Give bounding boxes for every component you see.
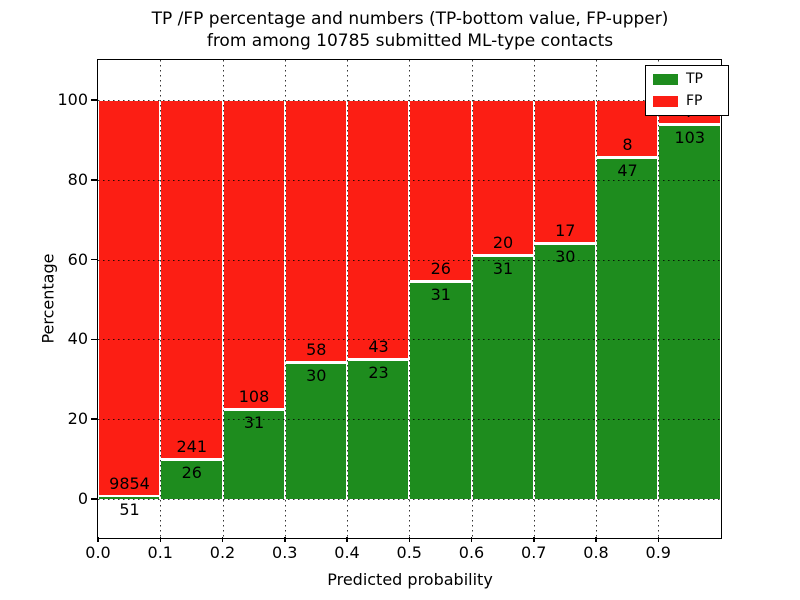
x-tick-label: 0.3 (272, 543, 298, 562)
y-tick-mark (91, 418, 97, 420)
x-tick-mark (470, 537, 473, 542)
y-tick-label: 100 (57, 90, 88, 109)
y-tick-label: 40 (67, 329, 88, 349)
bar-segment-tp (284, 362, 347, 499)
x-tick-label: 0.9 (645, 543, 671, 562)
y-tick-label: 0 (77, 489, 88, 508)
y-tick-label: 60 (67, 249, 88, 269)
tp-count-label: 31 (243, 413, 265, 432)
tp-color-swatch (653, 74, 678, 85)
x-tick-mark (657, 537, 659, 542)
v-gridline (284, 60, 286, 537)
x-tick-mark (97, 537, 99, 542)
tp-count-label: 103 (674, 128, 706, 148)
bar-segment-tp (596, 158, 659, 499)
fp-count-label: 8 (622, 135, 633, 155)
x-axis-label: Predicted probability (327, 570, 493, 589)
bar-segment-fp (533, 100, 596, 244)
x-tick-label: 0.4 (334, 543, 360, 562)
bar-segment-fp (284, 100, 347, 362)
x-tick-label: 0.0 (85, 543, 111, 562)
legend: TP FP (645, 65, 729, 116)
bar-segment-fp (471, 100, 534, 256)
tp-count-label: 30 (555, 247, 576, 267)
y-tick-mark (91, 498, 97, 500)
v-gridline (409, 60, 411, 537)
x-tick-mark (284, 537, 286, 542)
tp-count-label: 30 (306, 365, 327, 385)
fp-count-label: 20 (492, 233, 514, 253)
v-gridline (471, 60, 473, 537)
x-tick-label: 0.2 (209, 543, 236, 562)
y-tick-label: 80 (67, 169, 88, 189)
bar-segment-fp (222, 100, 285, 409)
legend-label-tp: TP (686, 71, 703, 87)
x-tick-label: 0.7 (521, 543, 547, 562)
fp-count-label: 241 (176, 437, 208, 457)
fp-count-label: 26 (430, 259, 451, 278)
tp-count-label: 26 (181, 463, 202, 483)
legend-label-fp: FP (686, 93, 703, 109)
v-gridline (658, 60, 660, 537)
bar-segment-fp (160, 100, 223, 460)
v-gridline (533, 60, 535, 537)
chart-title-line1: TP /FP percentage and numbers (TP-bottom… (151, 9, 669, 29)
v-gridline (347, 60, 348, 537)
x-tick-label: 0.8 (583, 543, 609, 562)
bar-segment-tp (471, 256, 534, 499)
y-tick-mark (91, 179, 97, 181)
x-tick-mark (221, 537, 224, 542)
fp-count-label: 108 (238, 387, 270, 406)
y-tick-mark (91, 99, 97, 101)
fp-count-label: 9854 (109, 473, 150, 493)
y-tick-mark (91, 258, 97, 261)
v-gridline (596, 60, 597, 537)
x-tick-mark (533, 537, 535, 542)
bar-segment-tp (409, 282, 472, 499)
bar-segment-fp (98, 100, 161, 496)
bar-segment-fp (409, 100, 472, 281)
bar-segment-tp (160, 460, 223, 499)
fp-count-label: 58 (306, 339, 327, 359)
bar-segment-tp (533, 244, 596, 499)
v-gridline (160, 60, 162, 537)
legend-entry-tp: TP (653, 71, 722, 87)
x-tick-mark (159, 537, 161, 542)
x-tick-label: 0.1 (147, 543, 173, 562)
fp-count-label: 43 (368, 336, 389, 356)
chart-title-line2: from among 10785 submitted ML-type conta… (206, 31, 614, 51)
y-tick-label: 20 (67, 409, 88, 429)
x-tick-label: 0.6 (458, 543, 485, 562)
v-gridline (222, 60, 224, 537)
x-tick-mark (346, 537, 348, 542)
chart-title: TP /FP percentage and numbers (TP-bottom… (98, 8, 722, 52)
tp-count-label: 47 (617, 161, 638, 181)
x-tick-mark (595, 537, 597, 542)
y-axis-label: Percentage (38, 253, 58, 344)
tp-count-label: 23 (368, 362, 389, 382)
y-tick-mark (91, 338, 97, 341)
x-tick-label: 0.5 (396, 543, 422, 562)
x-tick-mark (408, 537, 410, 542)
tp-count-label: 31 (430, 285, 451, 304)
fp-count-label: 17 (555, 221, 576, 241)
bar-segment-tp (658, 125, 721, 499)
fp-color-swatch (653, 96, 678, 107)
legend-entry-fp: FP (653, 93, 722, 109)
bar-segment-tp (98, 496, 161, 499)
bar-segment-fp (347, 100, 410, 359)
tp-count-label: 31 (492, 259, 514, 279)
tp-count-label: 51 (119, 499, 140, 519)
